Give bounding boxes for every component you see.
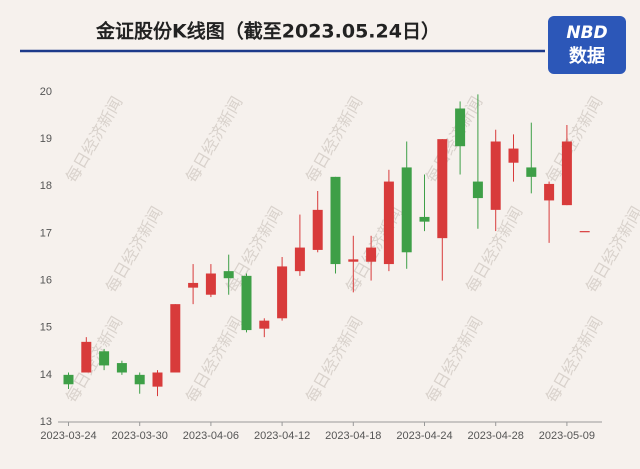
candle-body (437, 139, 448, 239)
candle-body (170, 304, 181, 373)
x-tick-label: 2023-03-30 (112, 430, 168, 442)
candle-body (152, 372, 163, 387)
candle-body (330, 176, 341, 265)
x-tick-label: 2023-05-09 (539, 430, 595, 442)
candle-body (472, 181, 483, 199)
y-tick-label: 13 (40, 416, 52, 428)
candle-body (134, 374, 145, 385)
y-tick-label: 18 (40, 180, 52, 192)
y-tick-label: 19 (40, 133, 52, 145)
logo-text: NBD (566, 23, 607, 43)
y-tick-label: 20 (40, 86, 52, 98)
x-tick-label: 2023-04-12 (254, 430, 310, 442)
x-tick-label: 2023-04-18 (325, 430, 381, 442)
candle-body (99, 351, 110, 366)
candle-body (526, 167, 537, 177)
candle-body (401, 167, 412, 253)
candle-body (63, 374, 74, 385)
x-tick-label: 2023-04-06 (183, 430, 239, 442)
x-tick-label: 2023-04-28 (468, 430, 524, 442)
candle-body (490, 141, 501, 210)
logo-box (548, 16, 626, 74)
candle-body (508, 148, 519, 163)
candle-body (259, 320, 270, 329)
candle-body (241, 275, 252, 331)
candle-body (188, 282, 199, 288)
candle-body (116, 363, 127, 373)
candle-body (544, 183, 555, 201)
candle-body (223, 271, 234, 279)
candle-body (348, 259, 359, 262)
x-tick-label: 2023-04-24 (396, 430, 452, 442)
candle-body (366, 247, 377, 262)
chart-title: 金证股份K线图（截至2023.05.24日） (95, 20, 440, 43)
x-tick-label: 2023-03-24 (40, 430, 96, 442)
y-tick-label: 14 (40, 369, 52, 381)
candle-body (312, 209, 323, 250)
candle-body (205, 273, 216, 295)
candle-body (383, 181, 394, 265)
candle-body (561, 141, 572, 206)
logo-text: 数据 (569, 45, 605, 67)
candle-body (277, 266, 288, 319)
candle-body (294, 247, 305, 272)
candle-body (455, 108, 466, 147)
candle-body (579, 231, 590, 233)
y-tick-label: 15 (40, 322, 52, 334)
candle-body (419, 216, 430, 222)
candle-body (81, 341, 92, 373)
y-tick-label: 16 (40, 274, 52, 286)
y-tick-label: 17 (40, 227, 52, 239)
